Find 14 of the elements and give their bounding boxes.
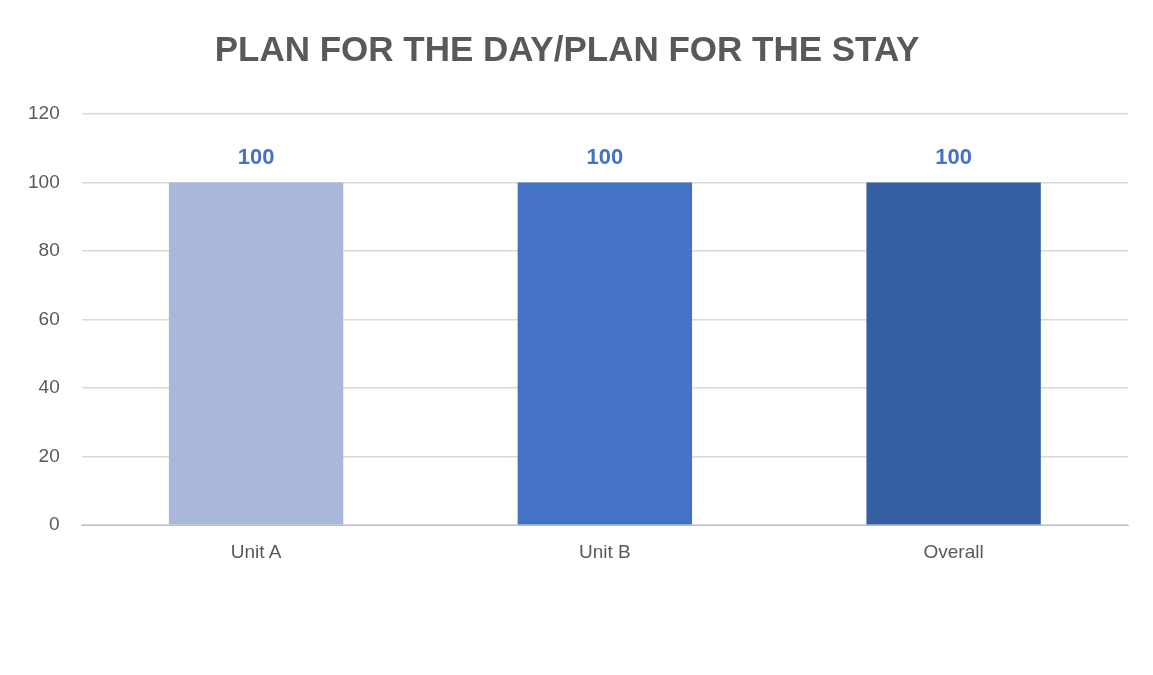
y-tick-label: 80	[38, 239, 60, 261]
data-label: 100	[237, 143, 275, 169]
x-tick-label: Unit A	[230, 540, 282, 562]
y-tick-label: 120	[28, 102, 60, 124]
chart-title: PLAN FOR THE DAY/PLAN FOR THE STAY	[214, 28, 920, 68]
y-tick-label: 100	[28, 170, 60, 192]
y-tick-label: 60	[38, 307, 60, 329]
y-tick-label: 20	[38, 444, 60, 466]
data-label: 100	[935, 143, 972, 169]
y-tick-label: 0	[49, 513, 60, 535]
data-label: 100	[586, 143, 624, 169]
y-tick-label: 40	[38, 376, 60, 398]
x-tick-label: Overall	[923, 540, 984, 562]
x-tick-label: Unit B	[578, 540, 631, 562]
